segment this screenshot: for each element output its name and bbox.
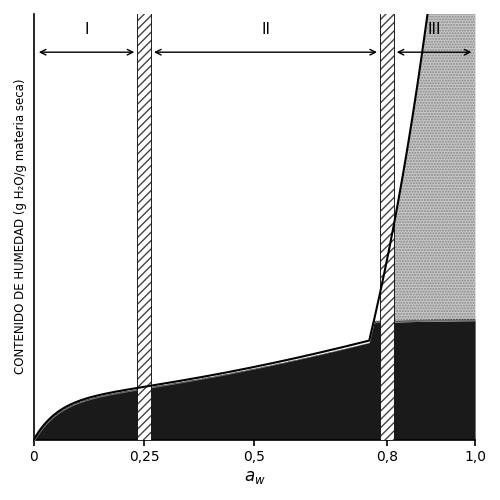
Bar [380, 6, 394, 440]
Y-axis label: CONTENIDO DE HUMEDAD (g H₂O/g materia seca): CONTENIDO DE HUMEDAD (g H₂O/g materia se… [14, 79, 27, 374]
X-axis label: $a_w$: $a_w$ [244, 468, 266, 486]
Text: I: I [84, 22, 89, 38]
Text: III: III [428, 22, 441, 38]
Text: II: II [261, 22, 270, 38]
Bar [137, 6, 151, 440]
